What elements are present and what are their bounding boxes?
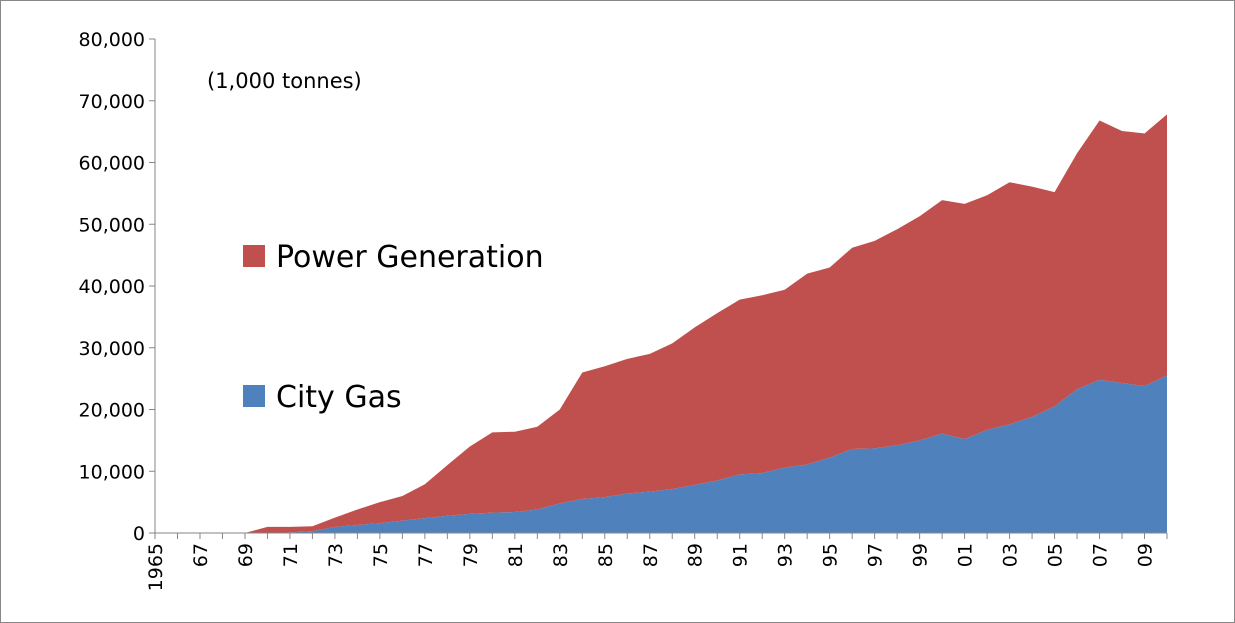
area [155, 375, 1167, 533]
y-tick-label: 80,000 [79, 29, 145, 51]
x-tick-label: 01 [955, 543, 977, 567]
x-tick-label: 77 [415, 543, 437, 567]
x-tick-label: 87 [640, 543, 662, 567]
legend-label: Power Generation [276, 240, 544, 275]
x-tick-label: 75 [370, 543, 392, 567]
x-tick-label: 71 [280, 543, 302, 567]
x-tick-label: 79 [460, 543, 482, 567]
x-tick-label: 1965 [145, 543, 167, 591]
x-tick-label: 73 [325, 543, 347, 567]
y-tick-label: 10,000 [79, 461, 145, 483]
legend-swatch [243, 245, 265, 267]
x-tick-label: 97 [865, 543, 887, 567]
x-tick-label: 99 [910, 543, 932, 567]
legend-label: City Gas [276, 380, 402, 415]
y-tick-label: 20,000 [79, 400, 145, 422]
x-tick-label: 93 [775, 543, 797, 567]
legend-swatch [243, 385, 265, 407]
x-tick-label: 81 [505, 543, 527, 567]
x-tick-label: 05 [1045, 543, 1067, 567]
area [155, 114, 1167, 534]
x-tick-label: 69 [235, 543, 257, 567]
x-tick-label: 03 [1000, 543, 1022, 567]
unit-annotation: (1,000 tonnes) [207, 69, 362, 93]
x-tick-label: 09 [1135, 543, 1157, 567]
y-tick-label: 70,000 [79, 91, 145, 113]
x-tick-label: 67 [190, 543, 212, 567]
x-tick-label: 07 [1090, 543, 1112, 567]
y-tick-label: 60,000 [79, 153, 145, 175]
x-tick-label: 83 [550, 543, 572, 567]
x-tick-label: 95 [820, 543, 842, 567]
x-tick-label: 91 [730, 543, 752, 567]
y-tick-label: 40,000 [79, 276, 145, 298]
x-tick-label: 85 [595, 543, 617, 567]
y-tick-label: 0 [133, 523, 145, 545]
y-tick-label: 50,000 [79, 214, 145, 236]
y-tick-label: 30,000 [79, 338, 145, 360]
x-tick-label: 89 [685, 543, 707, 567]
